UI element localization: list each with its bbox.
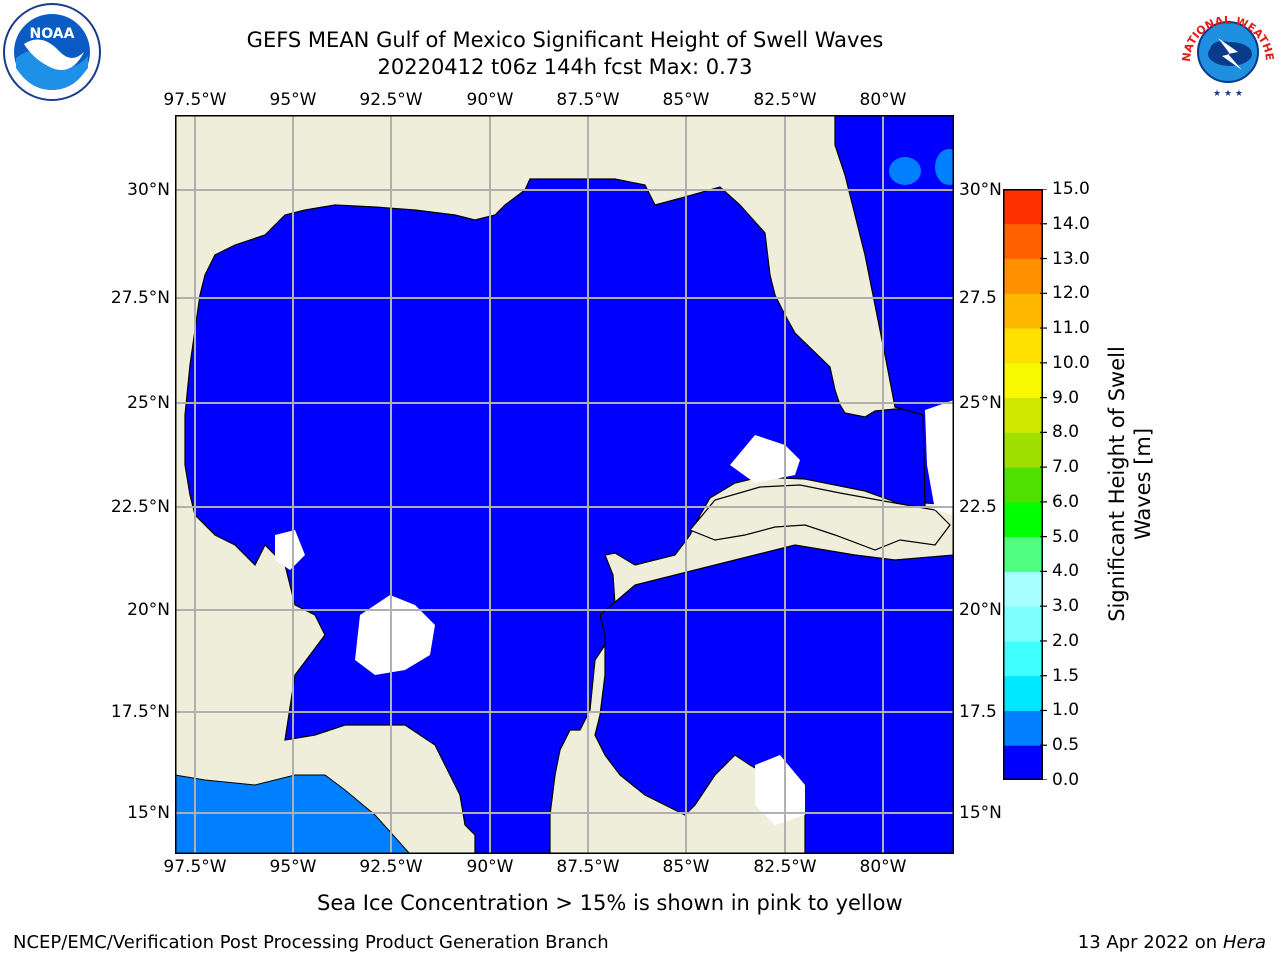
lon-label-bottom: 92.5°W [359, 857, 423, 877]
chart-title-line1: GEFS MEAN Gulf of Mexico Significant Hei… [246, 28, 884, 52]
atlantic-ocean [834, 115, 954, 506]
colorbar-segment [1003, 223, 1043, 260]
svg-text:NOAA: NOAA [30, 26, 75, 42]
lon-label-bottom: 97.5°W [163, 857, 227, 877]
colorbar-tick-label: 7.0 [1052, 457, 1080, 478]
no-data-patch [275, 530, 305, 570]
swell-area-atlantic [935, 149, 954, 185]
lon-label-top: 85°W [662, 90, 710, 110]
chart-title-line2: 20220412 t06z 144h fcst Max: 0.73 [377, 55, 753, 79]
colorbar-label-line2: Waves [m] [1131, 427, 1155, 541]
colorbar [1003, 189, 1043, 780]
colorbar-tick-label: 0.5 [1052, 735, 1080, 756]
noaa-logo: NOAA [2, 2, 102, 102]
lon-label-top: 87.5°W [556, 90, 620, 110]
colorbar-segment [1003, 745, 1043, 780]
caribbean-sea [594, 544, 954, 854]
lat-label-left: 25°N [127, 393, 170, 413]
colorbar-segment [1003, 467, 1043, 503]
sea-ice-caption: Sea Ice Concentration > 15% is shown in … [317, 891, 903, 915]
colorbar-svg [1003, 189, 1043, 780]
colorbar-segment [1003, 258, 1043, 294]
colorbar-tick-label: 8.0 [1052, 422, 1080, 443]
lon-label-top: 90°W [466, 90, 514, 110]
map-gridlines [175, 115, 954, 854]
colorbar-label-line1: Significant Height of Swell [1105, 346, 1129, 622]
lat-label-left: 27.5°N [110, 288, 170, 308]
colorbar-tick-label: 1.5 [1052, 665, 1080, 686]
colorbar-tick-labels: 0.0 0.5 1.0 1.5 2.0 3.0 4.0 5.0 6.0 7.0 8.0 9.0 10.0… [1052, 179, 1112, 790]
colorbar-segment [1003, 432, 1043, 468]
svg-text:★ ★ ★: ★ ★ ★ [1213, 89, 1243, 99]
colorbar-frame [1003, 189, 1043, 780]
colorbar-segment [1003, 606, 1043, 642]
colorbar-tick-label: 10.0 [1052, 352, 1090, 373]
colorbar-tick-label: 15.0 [1052, 179, 1090, 199]
lat-label-right: 20°N [959, 600, 1002, 620]
colorbar-tick-label: 4.0 [1052, 561, 1080, 582]
lon-label-top: 92.5°W [359, 90, 423, 110]
colorbar-tick-label: 0.0 [1052, 770, 1080, 790]
cuba-land [689, 484, 951, 551]
colorbar-tick-label: 5.0 [1052, 526, 1080, 547]
lon-label-top: 80°W [859, 90, 907, 110]
lon-label-bottom: 90°W [466, 857, 514, 877]
colorbar-tick-label: 2.0 [1052, 630, 1080, 651]
lat-label-right: 17.5 [959, 702, 997, 722]
map-frame [175, 115, 954, 854]
lat-label-left: 17.5°N [110, 702, 170, 722]
colorbar-segment [1003, 397, 1043, 433]
colorbar-segment [1003, 536, 1043, 572]
lat-label-left: 22.5°N [110, 497, 170, 517]
colorbar-tick-label: 6.0 [1052, 491, 1080, 512]
lat-label-left: 30°N [127, 180, 170, 200]
footer-date: 13 Apr 2022 on Hera [1078, 932, 1266, 953]
colorbar-segment [1003, 501, 1043, 538]
colorbar-segment [1003, 675, 1043, 711]
lat-label-right: 30°N [959, 180, 1002, 200]
footer-date-text: 13 Apr 2022 on [1077, 932, 1223, 953]
lat-label-right: 22.5 [959, 497, 997, 517]
lon-label-top: 95°W [269, 90, 317, 110]
map-panel [175, 115, 954, 854]
lon-label-bottom: 82.5°W [753, 857, 817, 877]
colorbar-segment [1003, 571, 1043, 607]
lon-label-bottom: 80°W [859, 857, 907, 877]
gulf-of-mexico-ocean [184, 178, 926, 854]
no-data-patch [730, 435, 800, 483]
colorbar-segment [1003, 640, 1043, 677]
lat-label-right: 27.5 [959, 288, 997, 308]
lat-label-right: 25°N [959, 393, 1002, 413]
lat-label-left: 15°N [127, 803, 170, 823]
lat-label-right: 15°N [959, 803, 1002, 823]
map-svg [175, 115, 954, 854]
no-data-patch [925, 400, 954, 515]
swell-area-atlantic [889, 157, 921, 185]
colorbar-tick-label: 14.0 [1052, 213, 1090, 234]
colorbar-tick-label: 3.0 [1052, 596, 1080, 617]
colorbar-segment [1003, 362, 1043, 399]
colorbar-tick-label: 1.0 [1052, 700, 1080, 721]
colorbar-tick-label: 13.0 [1052, 248, 1090, 269]
colorbar-tick-label: 12.0 [1052, 283, 1090, 304]
colorbar-tick-label: 9.0 [1052, 387, 1080, 408]
no-data-patch [755, 755, 805, 825]
lon-label-top: 97.5°W [163, 90, 227, 110]
colorbar-segment [1003, 710, 1043, 746]
no-data-patch [355, 595, 435, 675]
lon-label-bottom: 85°W [662, 857, 710, 877]
lon-label-bottom: 95°W [269, 857, 317, 877]
footer-host: Hera [1222, 932, 1266, 953]
lon-label-top: 82.5°W [753, 90, 817, 110]
colorbar-segment [1003, 189, 1043, 225]
colorbar-tick-label: 11.0 [1052, 318, 1090, 339]
colorbar-segment [1003, 328, 1043, 364]
lat-label-left: 20°N [127, 600, 170, 620]
nws-logo: NATIONAL WEATHER SERVICE ★ ★ ★ [1178, 2, 1278, 102]
colorbar-ticks [1040, 189, 1048, 780]
footer-credit: NCEP/EMC/Verification Post Processing Pr… [13, 932, 609, 953]
colorbar-segment [1003, 293, 1043, 329]
colorbar-label: Significant Height of Swell Waves [m] [1104, 346, 1156, 622]
lon-label-bottom: 87.5°W [556, 857, 620, 877]
